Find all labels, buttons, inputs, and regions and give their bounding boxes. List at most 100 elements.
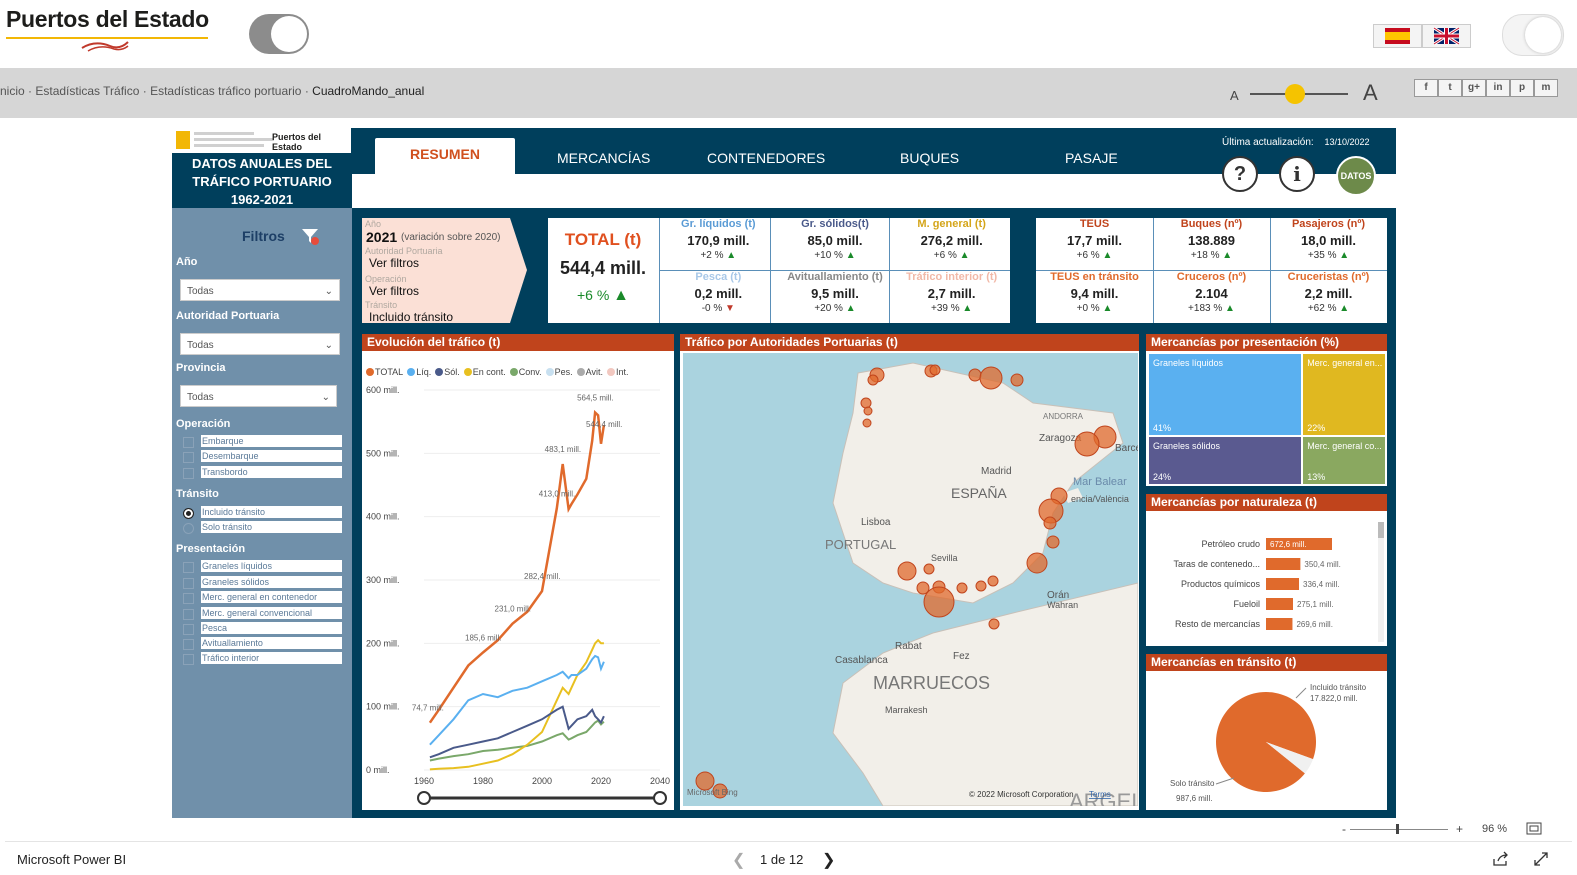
pie-slice[interactable] — [1216, 691, 1317, 792]
powerbi-brand-link[interactable]: Microsoft Power BI — [17, 852, 127, 867]
scrollbar-thumb[interactable] — [1378, 522, 1384, 538]
kpi-label: Cruceros (nº) — [1176, 271, 1247, 283]
theme-toggle[interactable] — [1502, 14, 1564, 56]
checkbox-embarque[interactable]: Embarque — [183, 435, 342, 448]
checkbox-trafico-interior[interactable]: Tráfico interior — [183, 652, 342, 665]
kpi-cell: Gr. sólidos(t) 85,0 mill. +10 % ▲ — [777, 218, 894, 261]
map-terms-link[interactable]: Terms — [1089, 790, 1111, 799]
bar[interactable] — [1266, 578, 1300, 590]
up-arrow-icon: ▲ — [726, 250, 737, 261]
zoom-in-button[interactable]: + — [1456, 822, 1464, 836]
legend-item[interactable]: Int. — [606, 367, 628, 377]
checkbox-graneles-liquidos[interactable]: Graneles líquidos — [183, 560, 342, 573]
share-icon[interactable] — [1492, 851, 1510, 867]
data-label: 483,1 mill. — [545, 445, 581, 454]
tab-contenedores[interactable]: CONTENEDORES — [707, 150, 826, 166]
checkbox-graneles-solidos[interactable]: Graneles sólidos — [183, 576, 342, 589]
presentacion-title: Mercancías por presentación (%) — [1146, 334, 1387, 351]
spanish-flag-button[interactable] — [1373, 24, 1422, 48]
google-plus-icon[interactable]: g+ — [1462, 79, 1486, 97]
map-label: Zaragoza — [1039, 433, 1082, 444]
english-flag-button[interactable] — [1422, 24, 1471, 48]
ano-select[interactable]: Todas ⌄ — [180, 279, 340, 301]
breadcrumb-item[interactable]: Estadísticas tráfico portuario — [150, 84, 302, 98]
font-size-slider-knob[interactable] — [1285, 84, 1305, 104]
zoom-out-button[interactable]: - — [1342, 822, 1346, 836]
tab-mercancias[interactable]: MERCANCÍAS — [557, 150, 651, 166]
map-label: Mar Balear — [1073, 476, 1127, 488]
naturaleza-bar-chart[interactable]: Petróleo crudo 672,6 mill. Taras de conten… — [1146, 514, 1387, 646]
print-icon[interactable]: p — [1510, 79, 1534, 97]
range-slider-start[interactable] — [417, 791, 431, 805]
series-line-conv[interactable] — [429, 719, 605, 762]
treemap-cell[interactable]: Merc. general co... 13% — [1303, 436, 1385, 484]
kpi-pct: +62 % — [1307, 303, 1340, 314]
port-bubble-map[interactable]: ANDORRA Zaragoza Barce Madrid ESPAÑA Mar… — [683, 353, 1138, 806]
breadcrumb-item[interactable]: Estadísticas Tráfico — [35, 84, 140, 98]
checkbox-desembarque[interactable]: Desembarque — [183, 450, 342, 463]
checkbox-merc-convencional[interactable]: Merc. general convencional — [183, 607, 342, 620]
fullscreen-icon[interactable] — [1533, 851, 1549, 867]
legend-item[interactable]: Pes. — [545, 367, 573, 377]
facebook-icon[interactable]: f — [1414, 79, 1438, 97]
mail-icon[interactable]: m — [1534, 79, 1558, 97]
checkbox-transbordo[interactable]: Transbordo — [183, 466, 342, 479]
bar[interactable] — [1266, 538, 1332, 550]
coat-of-arms-icon — [176, 131, 190, 149]
treemap-cell[interactable]: Graneles sólidos 24% — [1149, 436, 1302, 484]
radio-incluido-transito[interactable]: Incluido tránsito — [183, 506, 342, 519]
bar[interactable] — [1266, 558, 1301, 570]
tab-buques[interactable]: BUQUES — [900, 150, 960, 166]
site-logo[interactable]: Puertos del Estado — [6, 6, 209, 32]
info-button[interactable]: i — [1279, 156, 1315, 192]
kpi-cell: Cruceros (nº) 2.104 +183 % ▲ — [1153, 271, 1270, 314]
range-slider-end[interactable] — [653, 791, 667, 805]
legend-item[interactable]: Sól. — [435, 367, 460, 377]
twitter-icon[interactable]: t — [1438, 79, 1462, 97]
treemap-cell[interactable]: Merc. general en... 22% — [1303, 354, 1385, 435]
kpi-card-containers-vessels: TEUS 17,7 mill. +6 % ▲ Buques (nº) 138.889 +1… — [1036, 218, 1387, 323]
prev-page-icon[interactable]: ❮ — [732, 852, 746, 869]
zoom-slider-knob[interactable] — [1396, 824, 1399, 834]
presentacion-treemap[interactable]: Graneles líquidos 41% Merc. general en... 2… — [1149, 354, 1385, 484]
legend-item[interactable]: Conv. — [509, 367, 542, 377]
evolucion-panel: Evolución del tráfico (t) TOTAL Líq. Sól. E… — [362, 334, 674, 810]
series-line-total[interactable] — [428, 409, 606, 724]
fit-to-page-icon[interactable] — [1526, 822, 1542, 835]
pie-slice[interactable] — [1266, 742, 1313, 774]
provincia-select[interactable]: Todas ⌄ — [180, 385, 337, 407]
datos-button[interactable]: DATOS — [1336, 156, 1376, 196]
zoom-slider[interactable] — [1350, 829, 1448, 830]
legend-item[interactable]: En cont. — [463, 367, 506, 377]
series-line-sl[interactable] — [429, 705, 605, 759]
tab-pasaje[interactable]: PASAJE — [1065, 150, 1118, 166]
evolucion-line-chart[interactable]: 600 mill. 500 mill. 400 mill. 300 mill. 200 … — [362, 378, 674, 810]
legend-item[interactable]: Líq. — [407, 367, 431, 377]
autoridad-portuaria-select[interactable]: Todas ⌄ — [180, 333, 340, 355]
summary-tr-label: Tránsito — [365, 300, 398, 310]
scrollbar[interactable] — [1378, 522, 1384, 642]
checkbox-avituallamiento[interactable]: Avituallamiento — [183, 637, 342, 650]
help-button[interactable]: ? — [1222, 156, 1258, 192]
report-title-line: TRÁFICO PORTUARIO — [192, 174, 332, 189]
high-contrast-toggle[interactable] — [249, 14, 309, 54]
next-page-icon[interactable]: ❯ — [822, 852, 836, 869]
checkbox-label: Transbordo — [201, 466, 342, 478]
clear-filter-icon[interactable] — [300, 226, 320, 246]
series-line-lq[interactable] — [429, 654, 605, 746]
kpi-label: Buques (nº) — [1180, 218, 1243, 230]
checkbox-merc-contenedor[interactable]: Merc. general en contenedor — [183, 591, 342, 604]
legend-item[interactable]: TOTAL — [366, 367, 403, 377]
tab-resumen[interactable]: RESUMEN — [375, 138, 515, 178]
bar[interactable] — [1266, 598, 1293, 610]
transito-pie-chart[interactable]: Incluido tránsito 17.822,0 mill. Solo trán… — [1146, 674, 1387, 810]
series-line-encont[interactable] — [429, 638, 604, 771]
treemap-cell[interactable]: Graneles líquidos 41% — [1149, 354, 1302, 435]
breadcrumb-item[interactable]: nicio — [0, 84, 25, 98]
bar-value-label: 336,4 mill. — [1303, 580, 1339, 589]
bar[interactable] — [1266, 618, 1293, 630]
radio-solo-transito[interactable]: Solo tránsito — [183, 521, 342, 534]
legend-item[interactable]: Avit. — [576, 367, 603, 377]
checkbox-pesca[interactable]: Pesca — [183, 622, 342, 635]
linkedin-icon[interactable]: in — [1486, 79, 1510, 97]
